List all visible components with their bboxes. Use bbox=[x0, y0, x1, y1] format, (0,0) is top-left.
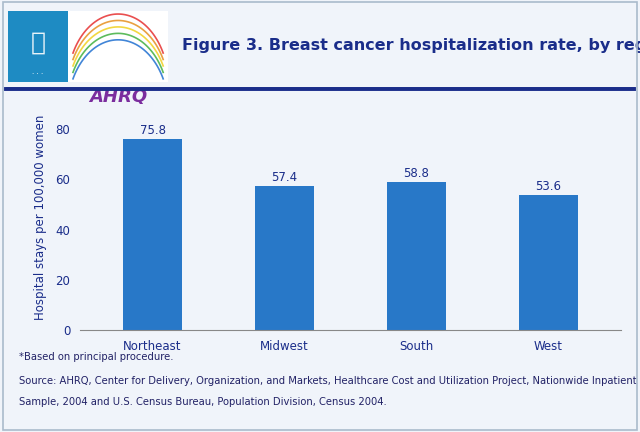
Text: · · ·: · · · bbox=[33, 70, 44, 76]
Text: 🦅: 🦅 bbox=[31, 31, 45, 55]
Bar bbox=[255, 186, 314, 330]
Text: Sample, 2004 and U.S. Census Bureau, Population Division, Census 2004.: Sample, 2004 and U.S. Census Bureau, Pop… bbox=[19, 397, 387, 407]
Text: *Based on principal procedure.: *Based on principal procedure. bbox=[19, 352, 173, 362]
Text: Figure 3. Breast cancer hospitalization rate, by region, 2004*: Figure 3. Breast cancer hospitalization … bbox=[182, 38, 640, 53]
Text: AHRQ: AHRQ bbox=[89, 87, 147, 105]
Text: 57.4: 57.4 bbox=[271, 171, 298, 184]
Bar bbox=[123, 140, 182, 330]
Text: Source: AHRQ, Center for Delivery, Organization, and Markets, Healthcare Cost an: Source: AHRQ, Center for Delivery, Organ… bbox=[19, 376, 637, 386]
Text: Advancing
Excellence in
Health Care: Advancing Excellence in Health Care bbox=[93, 268, 143, 301]
Y-axis label: Hospital stays per 100,000 women: Hospital stays per 100,000 women bbox=[34, 114, 47, 320]
Bar bbox=[387, 182, 446, 330]
Text: 58.8: 58.8 bbox=[403, 167, 429, 180]
Text: 53.6: 53.6 bbox=[535, 181, 561, 194]
Bar bbox=[518, 195, 578, 330]
Text: 75.8: 75.8 bbox=[140, 124, 166, 137]
